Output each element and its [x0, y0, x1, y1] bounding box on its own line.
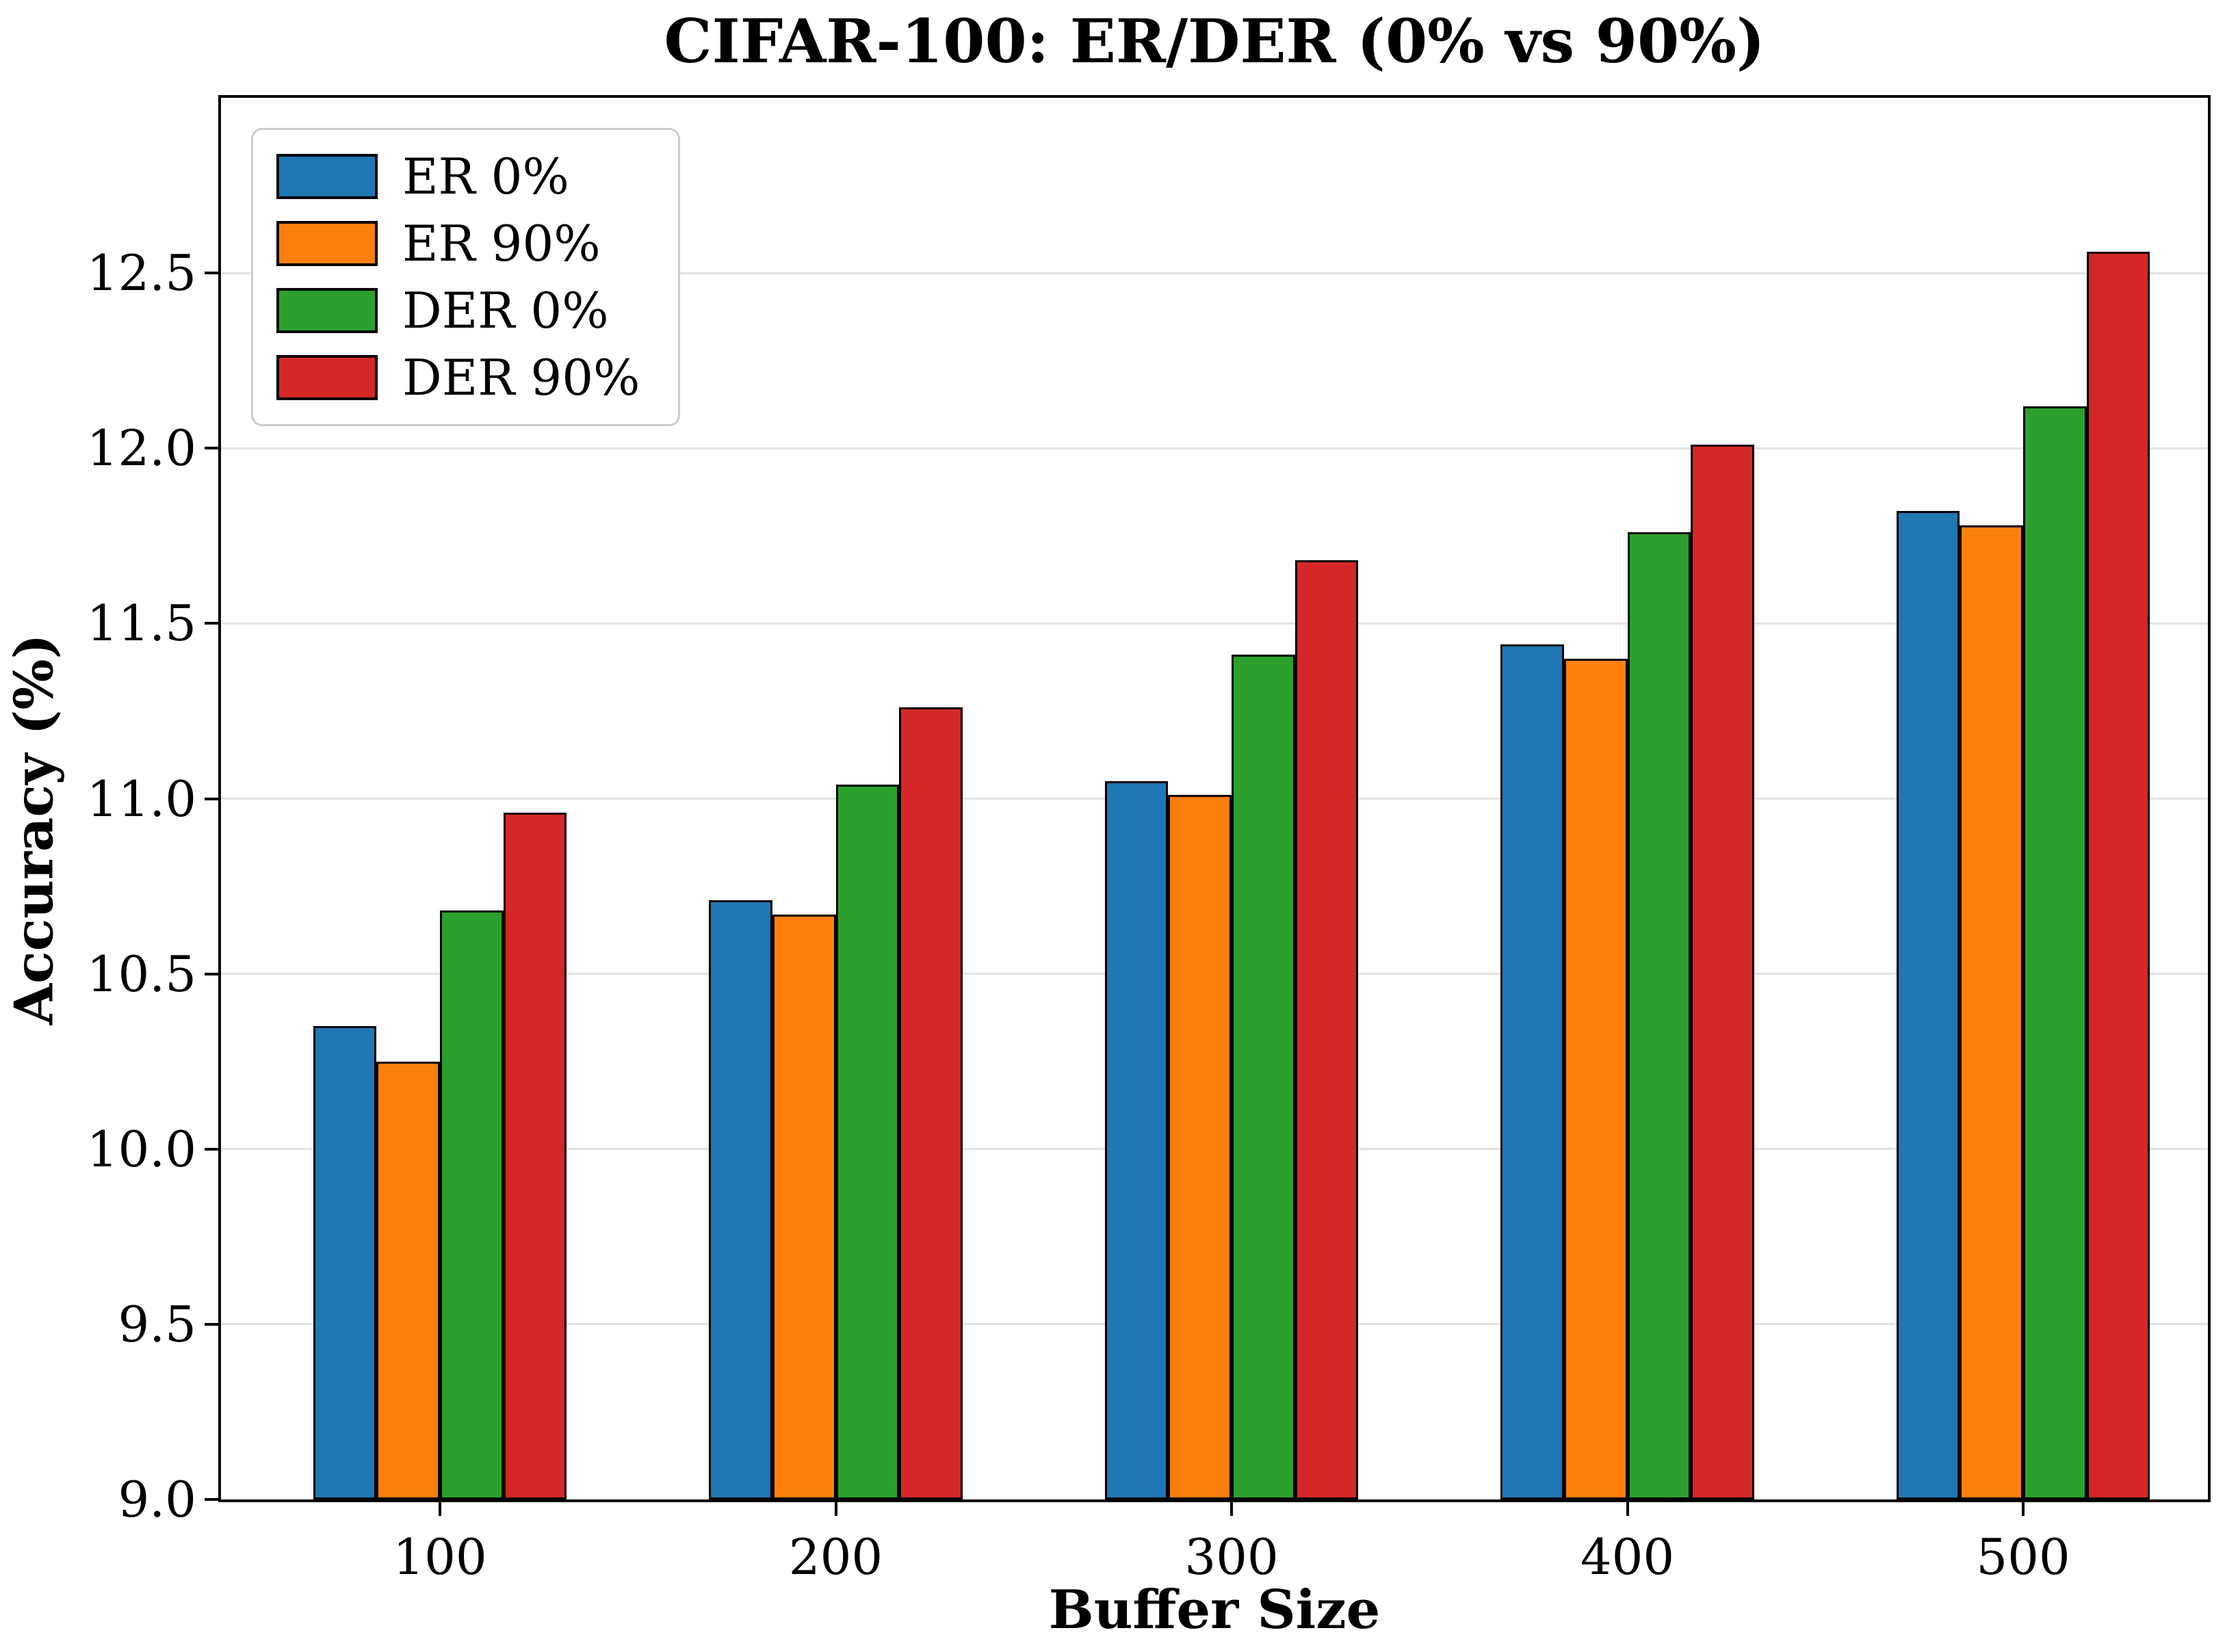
y-tick-label-11.5: 11.5: [86, 594, 196, 653]
x-tick-label-300: 300: [1184, 1528, 1279, 1586]
bar-er-90pct-300: [1168, 795, 1232, 1499]
legend-label-der-0pct: DER 0%: [402, 282, 609, 339]
legend-swatch-der-90pct: [276, 355, 378, 400]
y-tick-mark-11.5: [205, 622, 221, 625]
bar-er-90pct-400: [1563, 658, 1628, 1499]
bar-er-0pct-100: [313, 1026, 377, 1499]
y-tick-mark-9.0: [205, 1498, 221, 1501]
bar-der-90pct-200: [899, 707, 963, 1499]
y-tick-mark-12.5: [205, 272, 221, 275]
bar-er-90pct-100: [376, 1061, 440, 1499]
bar-der-90pct-300: [1294, 560, 1359, 1499]
x-tick-label-500: 500: [1976, 1528, 2070, 1586]
x-tick-mark-400: [1626, 1499, 1629, 1516]
bar-der-0pct-200: [835, 785, 900, 1499]
bar-der-0pct-300: [1232, 655, 1295, 1499]
legend-swatch-er-90pct: [276, 221, 378, 266]
x-axis-label: Buffer Size: [1048, 1579, 1381, 1641]
y-tick-label-10.0: 10.0: [86, 1120, 196, 1178]
gridline-12.0: [221, 447, 2208, 449]
x-tick-mark-100: [439, 1499, 442, 1516]
gridline-11.5: [221, 622, 2208, 625]
bar-der-0pct-400: [1627, 532, 1691, 1499]
bar-der-0pct-500: [2023, 406, 2087, 1499]
legend-item-der-0pct: DER 0%: [276, 282, 640, 339]
y-tick-label-9.5: 9.5: [118, 1295, 196, 1353]
y-tick-mark-11.0: [205, 797, 221, 800]
bar-er-90pct-200: [772, 914, 836, 1499]
x-tick-label-100: 100: [393, 1528, 487, 1586]
legend-label-der-90pct: DER 90%: [402, 349, 640, 406]
plot-area: ER 0% ER 90% DER 0% DER 90%: [218, 95, 2211, 1502]
bar-der-90pct-400: [1691, 445, 1754, 1499]
legend-item-er-90pct: ER 90%: [276, 215, 640, 272]
x-tick-mark-500: [2022, 1499, 2025, 1516]
legend-swatch-der-0pct: [276, 288, 378, 333]
y-tick-label-10.5: 10.5: [86, 945, 196, 1003]
bar-er-0pct-200: [709, 900, 772, 1499]
y-tick-mark-9.5: [205, 1322, 221, 1326]
bar-der-0pct-100: [440, 910, 504, 1499]
legend-item-der-90pct: DER 90%: [276, 349, 640, 406]
y-tick-label-12.0: 12.0: [86, 419, 196, 477]
y-tick-mark-12.0: [205, 447, 221, 450]
y-tick-mark-10.5: [205, 972, 221, 975]
bar-der-90pct-500: [2086, 252, 2150, 1499]
legend-label-er-0pct: ER 0%: [402, 148, 569, 205]
y-tick-label-9.0: 9.0: [118, 1471, 196, 1528]
gridline-12.5: [221, 272, 2208, 274]
x-tick-label-200: 200: [788, 1528, 883, 1586]
x-tick-mark-200: [834, 1499, 837, 1516]
y-tick-label-12.5: 12.5: [86, 244, 196, 302]
bar-der-90pct-100: [503, 812, 567, 1499]
chart-title: CIFAR-100: ER/DER (0% vs 90%): [664, 5, 1765, 77]
x-tick-mark-300: [1230, 1499, 1234, 1516]
bar-er-0pct-300: [1104, 781, 1169, 1499]
legend: ER 0% ER 90% DER 0% DER 90%: [251, 128, 681, 426]
legend-label-er-90pct: ER 90%: [402, 215, 601, 272]
bar-er-0pct-400: [1500, 644, 1564, 1499]
y-tick-mark-10.0: [205, 1147, 221, 1151]
y-tick-label-11.0: 11.0: [86, 770, 196, 828]
legend-swatch-er-0pct: [276, 154, 378, 199]
x-tick-label-400: 400: [1580, 1528, 1675, 1586]
legend-item-er-0pct: ER 0%: [276, 148, 640, 205]
bar-er-0pct-500: [1896, 511, 1960, 1499]
bar-er-90pct-500: [1960, 525, 2024, 1499]
